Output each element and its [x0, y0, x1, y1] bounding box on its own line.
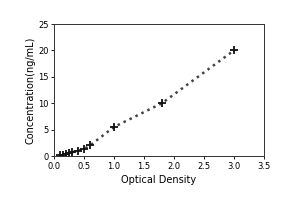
X-axis label: Optical Density: Optical Density	[122, 175, 196, 185]
Y-axis label: Concentration(ng/mL): Concentration(ng/mL)	[25, 36, 35, 144]
